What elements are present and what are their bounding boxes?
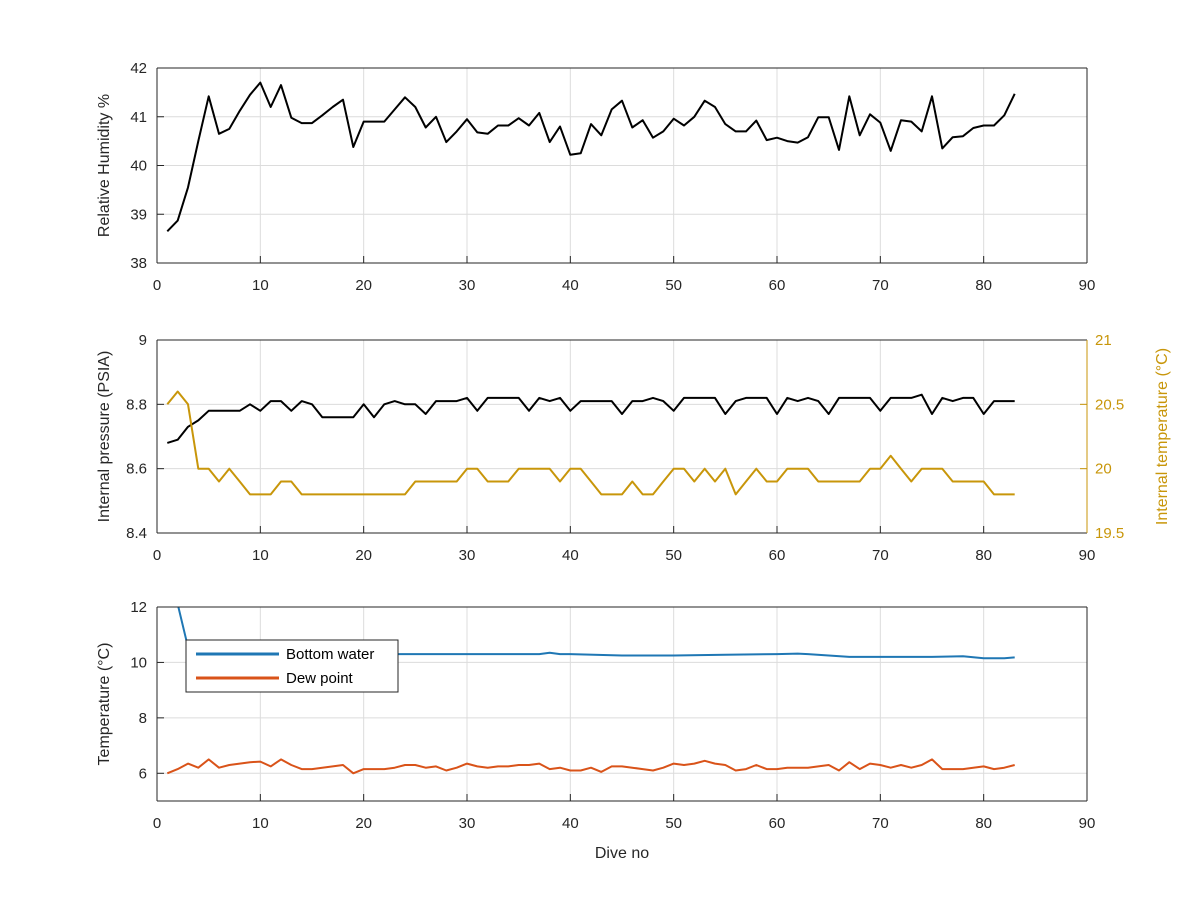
- x-tick-label: 60: [769, 277, 786, 294]
- x-tick-label: 30: [459, 277, 476, 294]
- series-line: [166, 390, 1015, 496]
- y-axis-label: Temperature (°C): [96, 643, 113, 766]
- legend-box: [185, 639, 399, 693]
- series-line: [167, 393, 1015, 444]
- x-axis-label: Dive no: [595, 845, 649, 862]
- y-tick-label: 40: [130, 158, 147, 175]
- x-tick-label: 50: [665, 815, 682, 832]
- x-tick-label: 50: [665, 547, 682, 564]
- x-tick-label: 20: [355, 547, 372, 564]
- x-tick-label: 0: [153, 277, 161, 294]
- y-tick-label: 38: [130, 255, 147, 272]
- x-tick-label: 10: [252, 547, 269, 564]
- x-tick-label: 90: [1079, 815, 1096, 832]
- y2-axis-label: Internal temperature (°C): [1154, 348, 1171, 525]
- x-tick-label: 10: [252, 815, 269, 832]
- x-tick-label: 70: [872, 815, 889, 832]
- x-tick-label: 30: [459, 815, 476, 832]
- x-tick-label: 40: [562, 547, 579, 564]
- x-tick-label: 70: [872, 277, 889, 294]
- x-tick-label: 80: [975, 815, 992, 832]
- subplot-2: 0 10 20 30 40 50 60 70 80 90 8.4 8.6 8.8 9 19.5 20 20.5 2…: [96, 332, 1171, 564]
- legend-label: Bottom water: [286, 646, 374, 663]
- y-tick-label: 39: [130, 206, 147, 223]
- x-tick-label: 60: [769, 815, 786, 832]
- y-tick-label: 42: [130, 60, 147, 77]
- x-tick-label: 40: [562, 815, 579, 832]
- subplot-3: 0 10 20 30 40 50 60 70 80 90 6 8 10 12 Temperature (°C…: [96, 599, 1095, 862]
- y-axis-label: Relative Humidity %: [96, 94, 113, 237]
- x-tick-label: 0: [153, 815, 161, 832]
- x-tick-label: 70: [872, 547, 889, 564]
- plot-area: [157, 607, 1087, 801]
- legend: Bottom water Dew point: [185, 639, 399, 693]
- x-tick-label: 20: [355, 277, 372, 294]
- x-tick-label: 90: [1079, 547, 1096, 564]
- y2-tick-label: 21: [1095, 332, 1112, 349]
- y-tick-label: 6: [139, 765, 147, 782]
- x-tick-label: 80: [975, 277, 992, 294]
- legend-label: Dew point: [286, 670, 354, 687]
- series-line: [166, 81, 1016, 232]
- y-tick-label: 12: [130, 599, 147, 616]
- x-tick-label: 40: [562, 277, 579, 294]
- y-tick-label: 8.6: [126, 461, 147, 478]
- y2-tick-label: 20.5: [1095, 396, 1124, 413]
- y-tick-label: 41: [130, 109, 147, 126]
- y-tick-label: 10: [130, 654, 147, 671]
- x-tick-label: 80: [975, 547, 992, 564]
- y2-tick-label: 19.5: [1095, 525, 1124, 542]
- y-tick-label: 8.8: [126, 396, 147, 413]
- x-tick-label: 30: [459, 547, 476, 564]
- y-tick-label: 8: [139, 710, 147, 727]
- x-tick-label: 20: [355, 815, 372, 832]
- x-tick-label: 90: [1079, 277, 1096, 294]
- x-tick-label: 10: [252, 277, 269, 294]
- series-line: [166, 758, 1015, 775]
- y2-tick-label: 20: [1095, 461, 1112, 478]
- y-tick-label: 9: [139, 332, 147, 349]
- x-tick-label: 0: [153, 547, 161, 564]
- y-tick-label: 8.4: [126, 525, 147, 542]
- y-axis-label: Internal pressure (PSIA): [96, 351, 113, 523]
- subplot-1: 0 10 20 30 40 50 60 70 80 90 38 39 40 41 42 Relative Hu…: [96, 60, 1095, 294]
- x-tick-label: 60: [769, 547, 786, 564]
- plot-area: [157, 340, 1087, 533]
- x-tick-label: 50: [665, 277, 682, 294]
